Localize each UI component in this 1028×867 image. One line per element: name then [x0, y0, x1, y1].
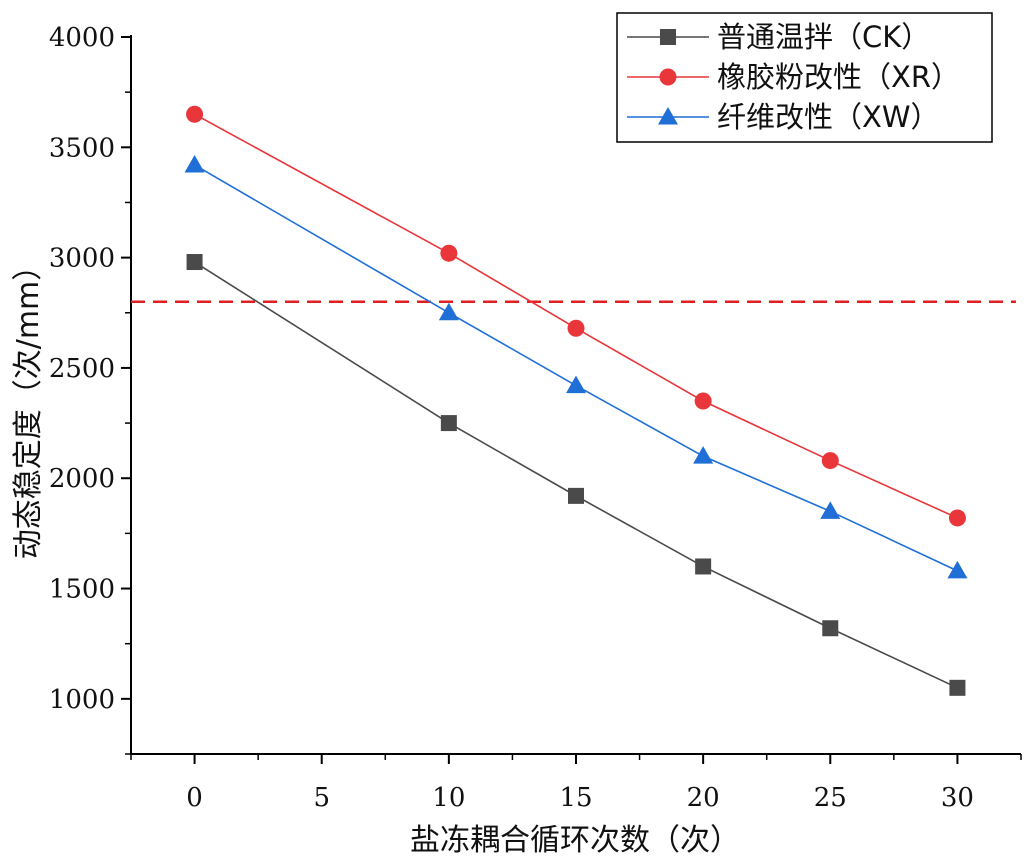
legend-label: 普通温拌（CK）	[717, 20, 930, 54]
data-point	[184, 154, 205, 173]
data-point	[820, 501, 841, 519]
y-tick-label: 1500	[49, 575, 115, 605]
data-point	[568, 487, 584, 504]
series-square	[186, 254, 966, 696]
series-group	[184, 105, 968, 696]
data-point	[440, 415, 457, 432]
data-point	[695, 558, 712, 575]
y-tick-label: 2000	[49, 464, 115, 494]
data-point	[693, 446, 714, 464]
x-axis-title: 盐冻耦合循环次数（次）	[410, 823, 740, 858]
x-tick-label: 0	[186, 783, 203, 813]
x-tick-label: 5	[313, 783, 330, 813]
data-point	[948, 509, 966, 527]
data-point	[822, 620, 839, 637]
y-tick-label: 2500	[49, 354, 115, 384]
x-tick-label: 30	[941, 783, 974, 813]
data-point	[186, 254, 203, 271]
data-point	[440, 244, 458, 262]
x-tick-label: 10	[432, 783, 465, 813]
series-triangle	[184, 154, 968, 579]
series-line	[194, 261, 958, 689]
y-axis-title: 动态稳定度（次/mm）	[11, 251, 46, 560]
x-tick-label: 15	[559, 783, 592, 813]
series-line	[194, 164, 958, 572]
legend: 普通温拌（CK） 橡胶粉改性（XR） 纤维改性（XW）	[616, 12, 993, 143]
series-line	[194, 113, 958, 519]
data-point	[694, 392, 712, 410]
y-tick-label: 4000	[49, 23, 115, 53]
x-tick-label: 20	[687, 783, 720, 813]
legend-marker	[660, 29, 676, 45]
y-tick-label: 1000	[49, 685, 115, 715]
y-tick-label: 3500	[49, 133, 115, 163]
data-point	[438, 302, 459, 321]
legend-marker	[659, 68, 677, 86]
legend-item: 纤维改性（XW）	[627, 100, 940, 134]
y-tick-label: 3000	[49, 244, 115, 274]
data-point	[821, 452, 839, 470]
data-point	[186, 105, 204, 123]
legend-item: 普通温拌（CK）	[627, 20, 930, 54]
legend-item: 橡胶粉改性（XR）	[627, 60, 960, 94]
legend-label: 橡胶粉改性（XR）	[717, 60, 960, 94]
x-tick-label: 25	[814, 783, 847, 813]
data-point	[949, 679, 966, 696]
data-point	[947, 560, 968, 579]
legend-label: 纤维改性（XW）	[717, 100, 940, 134]
data-point	[567, 319, 585, 337]
data-point	[566, 375, 586, 394]
series-circle	[186, 105, 966, 527]
legend-marker	[658, 107, 678, 125]
axes: 1000 1500 2000 2500 3000 3500 4000 0 5 10 15 20 25 30	[49, 23, 1022, 813]
